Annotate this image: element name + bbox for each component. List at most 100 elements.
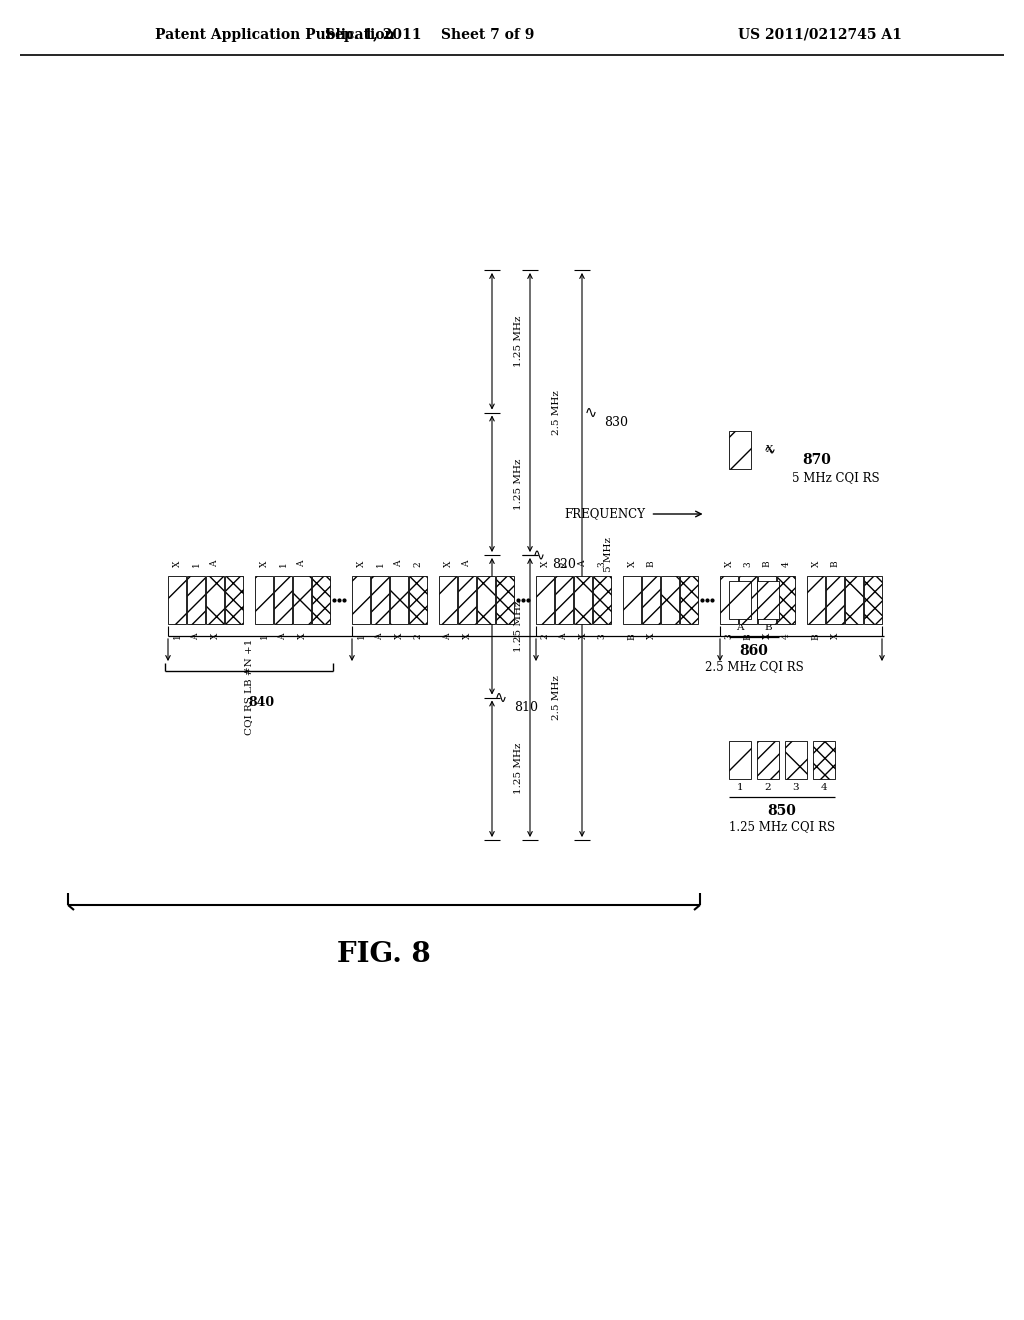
Text: 1.25 MHz: 1.25 MHz (514, 458, 523, 510)
Bar (729, 432, 751, 469)
Text: 1: 1 (191, 561, 201, 568)
Text: 3: 3 (597, 634, 606, 639)
Text: 830: 830 (604, 416, 628, 429)
Text: A: A (211, 561, 219, 568)
Text: X: X (830, 634, 840, 639)
Text: X: X (394, 634, 403, 639)
Text: FREQUENCY: FREQUENCY (564, 507, 645, 520)
Text: A: A (579, 561, 588, 568)
Text: 840: 840 (248, 697, 274, 710)
Bar (168, 576, 186, 624)
Text: 3: 3 (597, 561, 606, 568)
Bar (439, 576, 457, 624)
Text: 4: 4 (781, 561, 791, 568)
Bar (574, 576, 592, 624)
Text: 5 MHz CQI RS: 5 MHz CQI RS (792, 471, 880, 484)
Text: B: B (743, 634, 753, 640)
Text: 1: 1 (259, 634, 268, 639)
Bar (187, 576, 205, 624)
Text: 2: 2 (414, 561, 423, 568)
Bar (206, 576, 224, 624)
Text: 1.25 MHz CQI RS: 1.25 MHz CQI RS (729, 821, 835, 833)
Text: B: B (764, 623, 772, 631)
Text: X: X (463, 634, 471, 639)
Bar (390, 576, 408, 624)
Text: 3: 3 (743, 561, 753, 568)
Text: 3: 3 (793, 783, 800, 792)
Bar (777, 576, 795, 624)
Text: Sep. 1, 2011    Sheet 7 of 9: Sep. 1, 2011 Sheet 7 of 9 (326, 28, 535, 42)
Text: 850: 850 (768, 804, 797, 818)
Text: 2.5 MHz: 2.5 MHz (552, 391, 561, 434)
Bar (409, 576, 427, 624)
Text: 2: 2 (765, 783, 771, 792)
Text: 4: 4 (820, 783, 827, 792)
Bar (623, 576, 641, 624)
Text: X: X (443, 561, 453, 568)
Text: 3: 3 (725, 634, 733, 639)
Text: X: X (725, 561, 733, 568)
Text: US 2011/0212745 A1: US 2011/0212745 A1 (738, 28, 902, 42)
Text: B: B (628, 634, 637, 640)
Bar (642, 576, 660, 624)
Text: 1.25 MHz: 1.25 MHz (514, 315, 523, 367)
Text: A: A (191, 634, 201, 639)
Bar (371, 576, 389, 624)
Bar (864, 576, 882, 624)
Text: 2.5 MHz CQI RS: 2.5 MHz CQI RS (705, 660, 804, 673)
Bar (729, 741, 751, 779)
Text: 870: 870 (802, 453, 830, 467)
Bar (757, 581, 779, 619)
Text: 1: 1 (279, 561, 288, 568)
Text: 1: 1 (356, 634, 366, 639)
Text: 860: 860 (739, 644, 768, 657)
Bar (680, 576, 698, 624)
Bar (739, 576, 757, 624)
Text: A: A (443, 634, 453, 639)
Bar (785, 741, 807, 779)
Text: X: X (541, 561, 550, 568)
Bar (757, 741, 779, 779)
Text: X: X (356, 561, 366, 568)
Bar (555, 576, 573, 624)
Text: 1: 1 (172, 634, 181, 639)
Text: B: B (763, 561, 771, 568)
Bar (274, 576, 292, 624)
Text: X: X (579, 634, 588, 639)
Bar (255, 576, 273, 624)
Bar (458, 576, 476, 624)
Text: X: X (628, 561, 637, 568)
Text: B: B (811, 634, 820, 640)
Text: X: X (646, 634, 655, 639)
Text: 1.25 MHz: 1.25 MHz (514, 601, 523, 652)
Text: X: X (766, 446, 773, 454)
Text: FIG. 8: FIG. 8 (337, 941, 431, 969)
Text: 810: 810 (514, 701, 538, 714)
Text: B: B (830, 561, 840, 568)
Bar (477, 576, 495, 624)
Text: 5 MHz: 5 MHz (604, 537, 613, 573)
Text: 820: 820 (552, 558, 575, 572)
Text: X: X (172, 561, 181, 568)
Bar (312, 576, 330, 624)
Bar (813, 741, 835, 779)
Text: X: X (298, 634, 306, 639)
Text: X: X (259, 561, 268, 568)
Text: A: A (559, 634, 568, 639)
Bar (662, 576, 679, 624)
Bar (720, 576, 738, 624)
Text: X: X (211, 634, 219, 639)
Text: A: A (298, 561, 306, 568)
Bar (352, 576, 370, 624)
Bar (496, 576, 514, 624)
Text: 2: 2 (414, 634, 423, 639)
Text: CQI RS LB #N +1: CQI RS LB #N +1 (245, 639, 254, 735)
Text: 4: 4 (781, 634, 791, 639)
Text: Patent Application Publication: Patent Application Publication (155, 28, 394, 42)
Bar (845, 576, 863, 624)
Text: A: A (736, 623, 743, 631)
Text: X: X (763, 634, 771, 639)
Text: A: A (279, 634, 288, 639)
Text: A: A (463, 561, 471, 568)
Text: A: A (376, 634, 384, 639)
